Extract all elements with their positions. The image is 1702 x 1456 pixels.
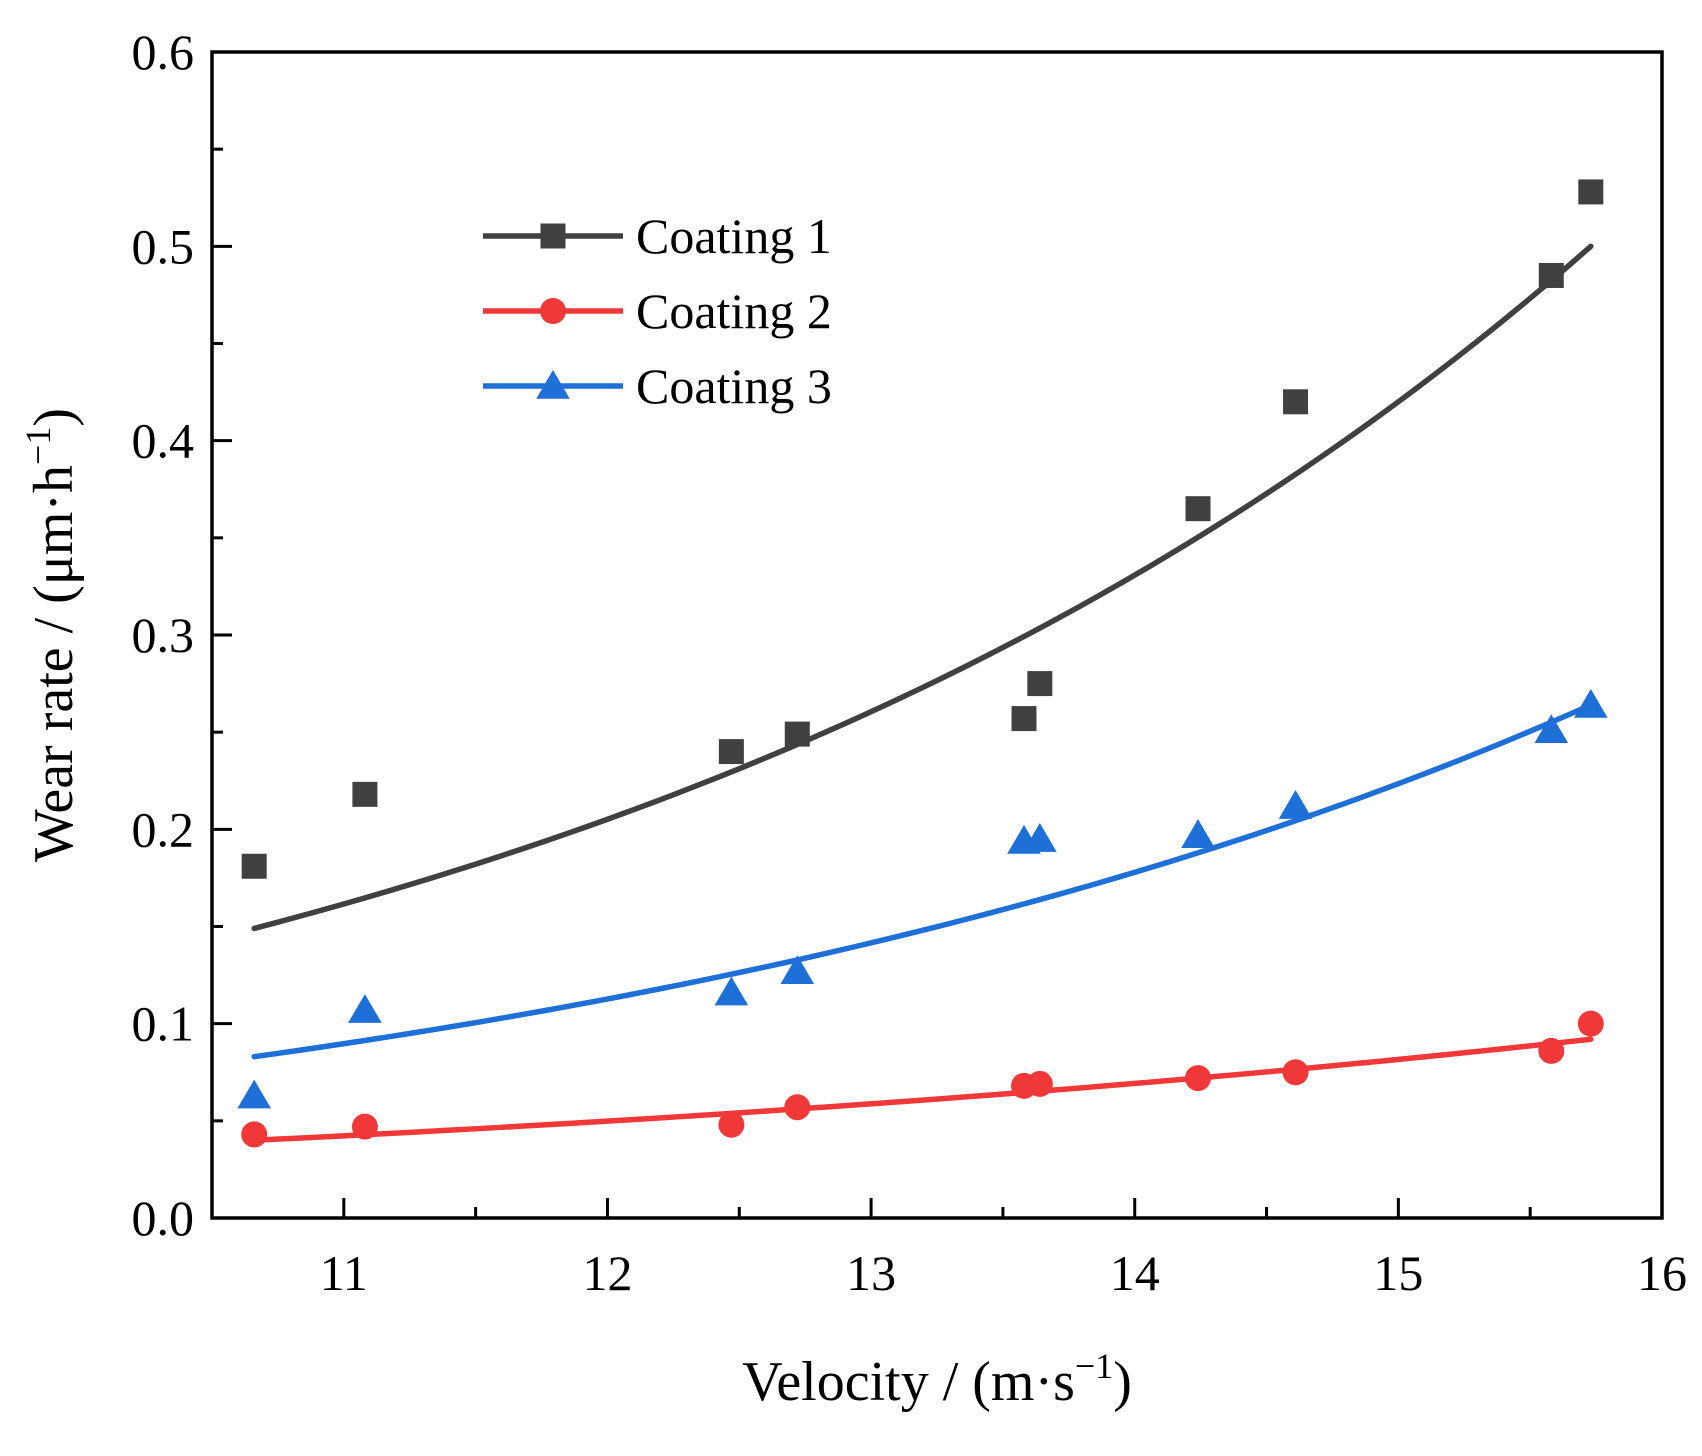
y-tick-label: 0.1	[132, 996, 195, 1052]
data-point-coating-2	[1538, 1037, 1565, 1064]
x-axis-title-main: Velocity / (m·s	[742, 1351, 1075, 1413]
fit-line-coating-1	[251, 243, 1594, 932]
legend-label-coating-3: Coating 3	[636, 358, 832, 414]
data-point-coating-2	[241, 1121, 268, 1148]
legend-marker-coating-1	[540, 223, 566, 249]
data-point-coating-2	[718, 1111, 745, 1138]
y-axis-title-main: Wear rate / (μm·h	[23, 465, 85, 862]
data-point-coating-1	[1283, 389, 1309, 415]
data-point-coating-3	[1023, 823, 1057, 852]
x-tick-label: 11	[320, 1245, 368, 1301]
fit-line-coating-2	[251, 1036, 1594, 1144]
data-point-coating-3	[237, 1079, 271, 1109]
data-point-coating-2	[1282, 1059, 1309, 1086]
fit-lines	[251, 243, 1594, 1144]
legend: Coating 1 Coating 2 Coating 3	[483, 208, 832, 414]
data-point-coating-2	[1185, 1065, 1211, 1092]
data-point-coating-1	[1185, 496, 1211, 522]
x-tick-label: 14	[1110, 1245, 1160, 1301]
y-tick-label: 0.0	[132, 1190, 195, 1246]
data-point-coating-3	[1278, 790, 1313, 819]
data-point-coating-3	[1181, 819, 1215, 848]
legend-label-coating-2: Coating 2	[636, 283, 832, 339]
y-tick-label: 0.4	[132, 413, 195, 469]
data-point-coating-3	[780, 955, 815, 984]
data-point-coating-1	[1538, 262, 1564, 288]
legend-marker-coating-3	[536, 370, 570, 399]
data-point-coating-1	[241, 853, 267, 879]
x-tick-label: 13	[846, 1245, 896, 1301]
data-point-coating-3	[348, 994, 382, 1023]
data-point-coating-2	[784, 1094, 811, 1121]
data-point-coating-3	[714, 976, 749, 1006]
data-point-coating-1	[1027, 671, 1053, 697]
y-tick-label: 0.2	[132, 801, 195, 857]
x-tick-label: 15	[1373, 1245, 1423, 1301]
legend-marker-coating-2	[540, 298, 566, 324]
data-point-coating-3	[1574, 688, 1608, 718]
data-point-coating-1	[718, 739, 744, 765]
y-tick-label: 0.3	[132, 607, 195, 663]
axis-ticks: 11 12 13 14 15 16 0.0 0.1 0.2 0.3 0.4 0.5 0.6	[132, 24, 1688, 1301]
y-tick-label: 0.5	[132, 218, 195, 274]
x-tick-label: 12	[582, 1245, 632, 1301]
data-point-coating-1	[1578, 179, 1604, 205]
x-axis-title-close: )	[1113, 1351, 1132, 1413]
fit-line-coating-3	[251, 702, 1594, 1060]
y-axis-title-superscript: −1	[18, 427, 58, 465]
y-axis-title: Wear rate / (μm·h−1)	[18, 408, 85, 862]
plot-area-frame	[210, 50, 1664, 1220]
data-point-coating-2	[351, 1113, 378, 1140]
x-tick-label: 16	[1637, 1245, 1687, 1301]
y-tick-label: 0.6	[132, 24, 195, 80]
data-point-coating-2	[1577, 1010, 1604, 1037]
legend-label-coating-1: Coating 1	[636, 208, 832, 264]
data-point-coating-2	[1026, 1070, 1053, 1097]
data-markers	[237, 179, 1608, 1148]
x-axis-title: Velocity / (m·s−1)	[742, 1346, 1132, 1413]
y-axis-title-close: )	[23, 408, 85, 427]
data-point-coating-3	[1534, 714, 1569, 744]
data-point-coating-1	[784, 721, 810, 747]
data-point-coating-1	[352, 781, 378, 807]
data-point-coating-1	[1011, 706, 1037, 732]
x-axis-title-superscript: −1	[1075, 1346, 1113, 1386]
